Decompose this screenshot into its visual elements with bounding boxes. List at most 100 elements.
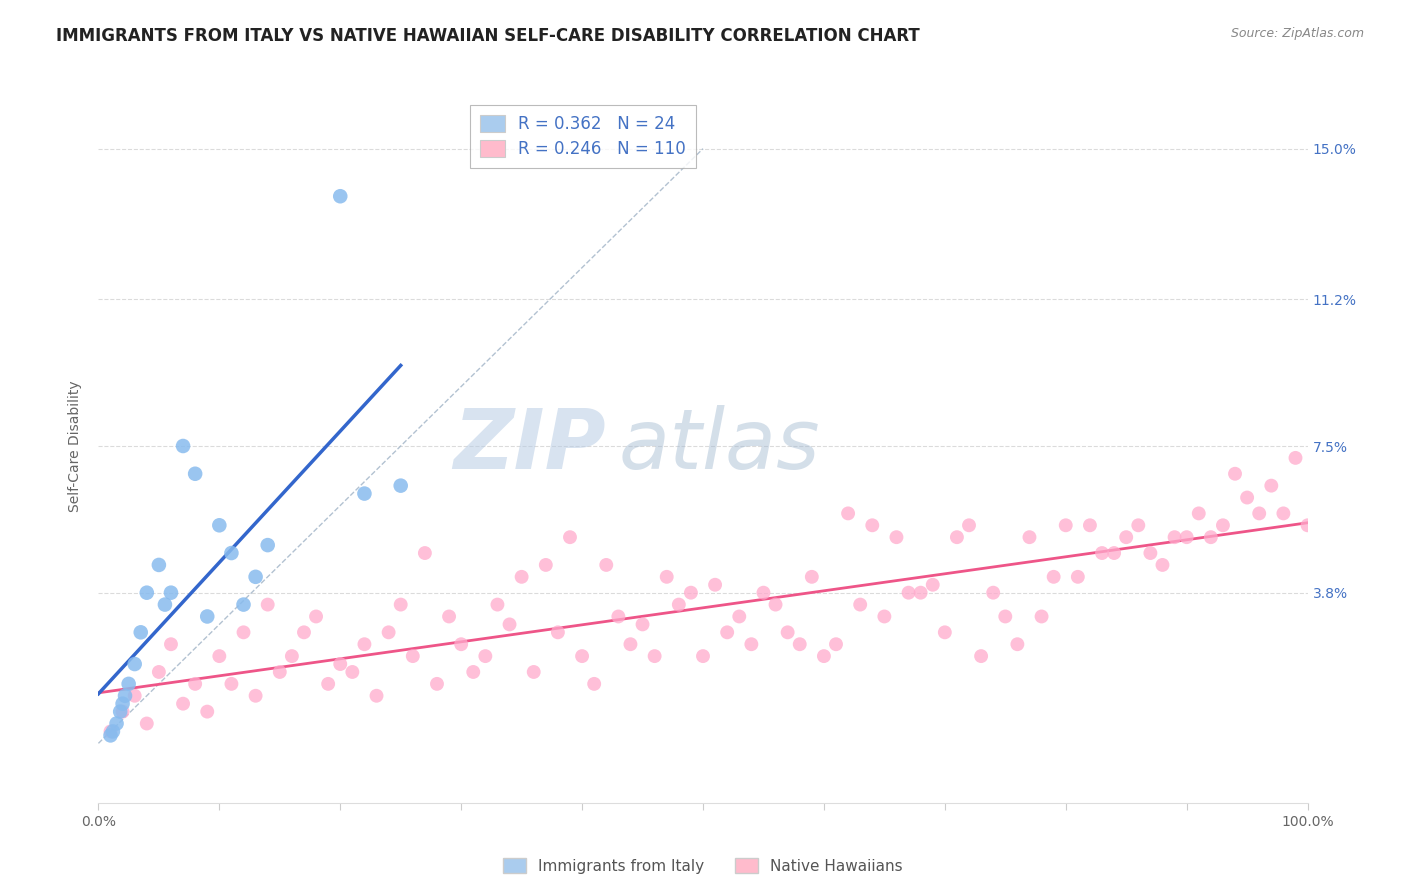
- Point: [221, 677, 243, 691]
- Point: [860, 518, 883, 533]
- Point: [934, 625, 956, 640]
- Point: [752, 585, 775, 599]
- Point: [921, 578, 943, 592]
- Point: [1007, 637, 1029, 651]
- Point: [692, 649, 714, 664]
- Point: [329, 657, 352, 671]
- Point: [523, 665, 546, 679]
- Point: [1236, 491, 1258, 505]
- Point: [256, 538, 278, 552]
- Point: [583, 677, 606, 691]
- Point: [118, 677, 141, 691]
- Text: IMMIGRANTS FROM ITALY VS NATIVE HAWAIIAN SELF-CARE DISABILITY CORRELATION CHART: IMMIGRANTS FROM ITALY VS NATIVE HAWAIIAN…: [56, 27, 920, 45]
- Point: [910, 585, 932, 599]
- Text: ZIP: ZIP: [454, 406, 606, 486]
- Point: [486, 598, 509, 612]
- Point: [316, 677, 339, 691]
- Point: [1188, 507, 1211, 521]
- Point: [534, 558, 557, 572]
- Point: [1381, 491, 1403, 505]
- Point: [1296, 518, 1319, 533]
- Point: [124, 657, 146, 671]
- Point: [897, 585, 920, 599]
- Point: [1152, 558, 1174, 572]
- Point: [970, 649, 993, 664]
- Point: [1078, 518, 1101, 533]
- Point: [135, 585, 157, 599]
- Legend: Immigrants from Italy, Native Hawaiians: Immigrants from Italy, Native Hawaiians: [498, 852, 908, 880]
- Point: [1091, 546, 1114, 560]
- Point: [1067, 570, 1090, 584]
- Point: [655, 570, 678, 584]
- Point: [402, 649, 425, 664]
- Point: [305, 609, 328, 624]
- Point: [329, 189, 352, 203]
- Point: [377, 625, 399, 640]
- Point: [1175, 530, 1198, 544]
- Point: [558, 530, 581, 544]
- Point: [101, 724, 124, 739]
- Point: [389, 478, 412, 492]
- Point: [571, 649, 593, 664]
- Point: [1199, 530, 1222, 544]
- Point: [595, 558, 617, 572]
- Point: [366, 689, 388, 703]
- Point: [1309, 507, 1331, 521]
- Point: [100, 724, 122, 739]
- Point: [668, 598, 690, 612]
- Point: [981, 585, 1004, 599]
- Point: [1260, 478, 1282, 492]
- Point: [221, 546, 243, 560]
- Point: [135, 716, 157, 731]
- Point: [1223, 467, 1246, 481]
- Point: [873, 609, 896, 624]
- Point: [129, 625, 152, 640]
- Point: [1393, 507, 1406, 521]
- Point: [547, 625, 569, 640]
- Point: [837, 507, 859, 521]
- Point: [153, 598, 176, 612]
- Point: [813, 649, 835, 664]
- Point: [1054, 518, 1077, 533]
- Point: [389, 598, 412, 612]
- Point: [1357, 518, 1379, 533]
- Point: [619, 637, 641, 651]
- Point: [232, 598, 254, 612]
- Point: [111, 697, 134, 711]
- Point: [1333, 491, 1355, 505]
- Point: [232, 625, 254, 640]
- Point: [160, 637, 183, 651]
- Point: [1018, 530, 1040, 544]
- Point: [1344, 478, 1367, 492]
- Point: [825, 637, 848, 651]
- Point: [353, 637, 375, 651]
- Point: [946, 530, 969, 544]
- Point: [195, 609, 218, 624]
- Point: [172, 697, 194, 711]
- Point: [644, 649, 666, 664]
- Point: [957, 518, 980, 533]
- Point: [450, 637, 472, 651]
- Point: [108, 705, 131, 719]
- Point: [148, 665, 170, 679]
- Point: [463, 665, 485, 679]
- Point: [1031, 609, 1053, 624]
- Point: [437, 609, 460, 624]
- Point: [994, 609, 1017, 624]
- Point: [208, 649, 231, 664]
- Point: [111, 705, 134, 719]
- Point: [195, 705, 218, 719]
- Point: [510, 570, 533, 584]
- Point: [148, 558, 170, 572]
- Point: [184, 677, 207, 691]
- Point: [498, 617, 520, 632]
- Point: [1128, 518, 1150, 533]
- Point: [172, 439, 194, 453]
- Point: [124, 689, 146, 703]
- Point: [100, 728, 122, 742]
- Y-axis label: Self-Care Disability: Self-Care Disability: [69, 380, 83, 512]
- Point: [245, 689, 267, 703]
- Point: [342, 665, 364, 679]
- Point: [269, 665, 291, 679]
- Point: [1249, 507, 1271, 521]
